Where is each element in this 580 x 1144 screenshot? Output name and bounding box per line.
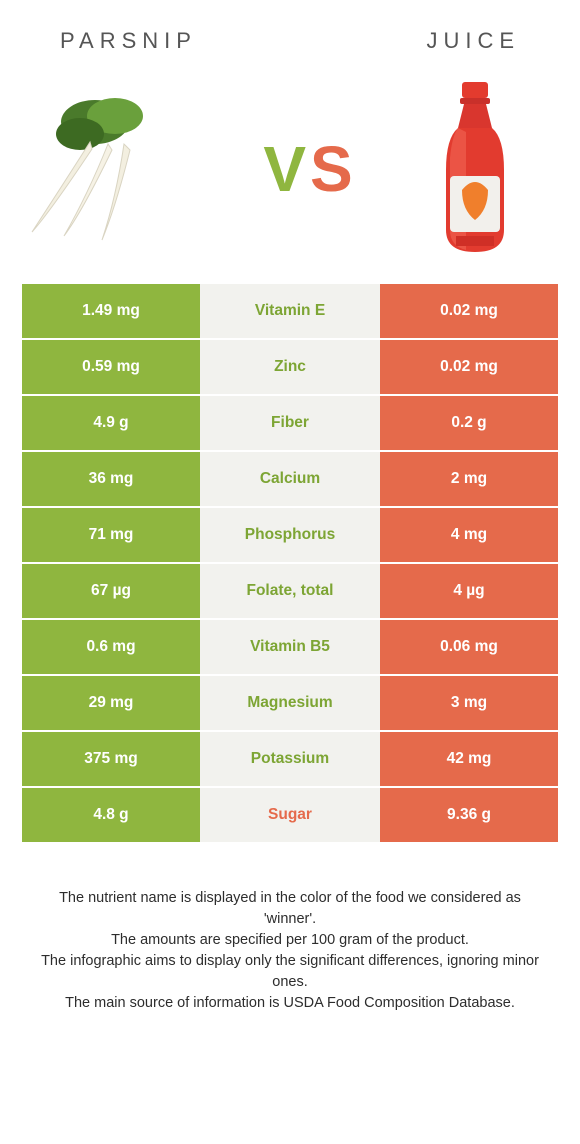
footnote: The nutrient name is displayed in the co… bbox=[40, 888, 540, 1014]
header: PARSNIP JUICE bbox=[0, 0, 580, 64]
right-value: 3 mg bbox=[380, 676, 558, 730]
nutrient-label: Magnesium bbox=[200, 676, 380, 730]
table-row: 67 µgFolate, total4 µg bbox=[22, 564, 558, 620]
right-value: 9.36 g bbox=[380, 788, 558, 842]
right-value: 0.02 mg bbox=[380, 340, 558, 394]
table-row: 1.49 mgVitamin E0.02 mg bbox=[22, 284, 558, 340]
left-value: 4.9 g bbox=[22, 396, 200, 450]
left-value: 375 mg bbox=[22, 732, 200, 786]
left-value: 67 µg bbox=[22, 564, 200, 618]
right-value: 0.2 g bbox=[380, 396, 558, 450]
vs-s: S bbox=[310, 133, 357, 205]
right-value: 0.02 mg bbox=[380, 284, 558, 338]
left-value: 36 mg bbox=[22, 452, 200, 506]
left-value: 4.8 g bbox=[22, 788, 200, 842]
right-value: 42 mg bbox=[380, 732, 558, 786]
right-value: 2 mg bbox=[380, 452, 558, 506]
nutrient-label: Vitamin B5 bbox=[200, 620, 380, 674]
comparison-table: 1.49 mgVitamin E0.02 mg0.59 mgZinc0.02 m… bbox=[22, 284, 558, 844]
vs-label: VS bbox=[263, 132, 356, 206]
table-row: 36 mgCalcium2 mg bbox=[22, 452, 558, 508]
left-value: 0.6 mg bbox=[22, 620, 200, 674]
right-value: 4 µg bbox=[380, 564, 558, 618]
nutrient-label: Vitamin E bbox=[200, 284, 380, 338]
parsnip-image bbox=[20, 94, 200, 244]
left-value: 0.59 mg bbox=[22, 340, 200, 394]
footnote-line-4: The main source of information is USDA F… bbox=[40, 993, 540, 1014]
vs-v: V bbox=[263, 133, 310, 205]
table-row: 0.6 mgVitamin B50.06 mg bbox=[22, 620, 558, 676]
footnote-line-1: The nutrient name is displayed in the co… bbox=[40, 888, 540, 930]
left-value: 1.49 mg bbox=[22, 284, 200, 338]
footnote-line-2: The amounts are specified per 100 gram o… bbox=[40, 930, 540, 951]
nutrient-label: Folate, total bbox=[200, 564, 380, 618]
right-value: 4 mg bbox=[380, 508, 558, 562]
table-row: 29 mgMagnesium3 mg bbox=[22, 676, 558, 732]
table-row: 0.59 mgZinc0.02 mg bbox=[22, 340, 558, 396]
juice-image bbox=[420, 94, 530, 244]
left-value: 29 mg bbox=[22, 676, 200, 730]
nutrient-label: Phosphorus bbox=[200, 508, 380, 562]
nutrient-label: Fiber bbox=[200, 396, 380, 450]
table-row: 375 mgPotassium42 mg bbox=[22, 732, 558, 788]
nutrient-label: Zinc bbox=[200, 340, 380, 394]
nutrient-label: Calcium bbox=[200, 452, 380, 506]
nutrient-label: Potassium bbox=[200, 732, 380, 786]
table-row: 4.8 gSugar9.36 g bbox=[22, 788, 558, 844]
right-food-title: JUICE bbox=[426, 28, 520, 54]
left-value: 71 mg bbox=[22, 508, 200, 562]
footnote-line-3: The infographic aims to display only the… bbox=[40, 951, 540, 993]
images-row: VS bbox=[0, 64, 580, 284]
nutrient-label: Sugar bbox=[200, 788, 380, 842]
table-row: 71 mgPhosphorus4 mg bbox=[22, 508, 558, 564]
table-row: 4.9 gFiber0.2 g bbox=[22, 396, 558, 452]
left-food-title: PARSNIP bbox=[60, 28, 197, 54]
right-value: 0.06 mg bbox=[380, 620, 558, 674]
